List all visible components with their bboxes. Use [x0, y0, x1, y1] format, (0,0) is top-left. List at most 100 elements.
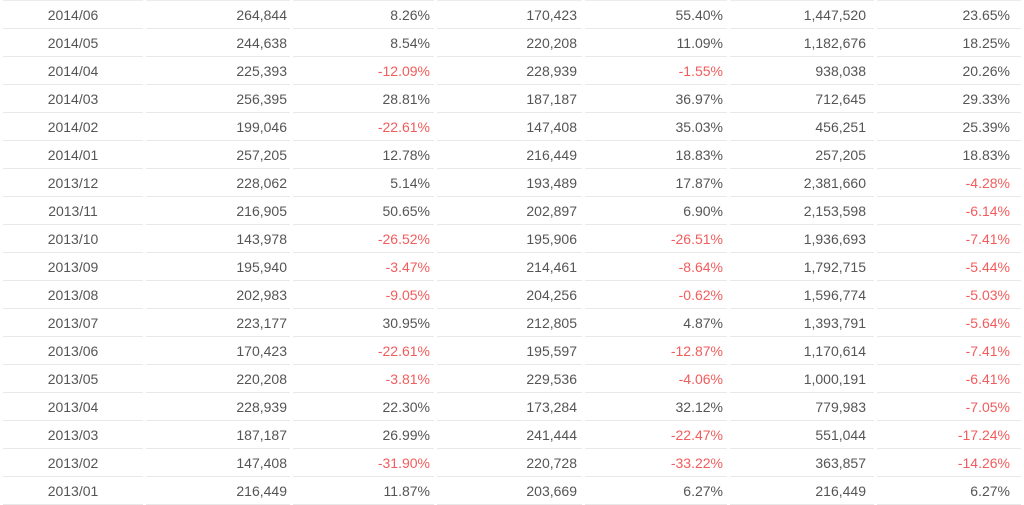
month-cell: 2013/05	[3, 365, 143, 393]
percent-cell: 35.03%	[585, 113, 727, 141]
table-row: 2013/02 147,408 -31.90% 220,728 -33.22% 363,8…	[3, 449, 1021, 477]
month-cell: 2013/02	[3, 449, 143, 477]
table-row: 2014/02 199,046 -22.61% 147,408 35.03% 456,25…	[3, 113, 1021, 141]
percent-cell: 30.95%	[293, 309, 434, 337]
percent-cell: 6.90%	[585, 197, 727, 225]
percent-cell: 32.12%	[585, 393, 727, 421]
table-row: 2013/05 220,208 -3.81% 229,536 -4.06% 1,000,1…	[3, 365, 1021, 393]
value-cell: 228,939	[437, 57, 582, 85]
value-cell: 173,284	[437, 393, 582, 421]
value-cell: 216,905	[146, 197, 290, 225]
value-cell: 199,046	[146, 113, 290, 141]
value-cell: 202,897	[437, 197, 582, 225]
percent-cell: -12.87%	[585, 337, 727, 365]
table-row: 2013/03 187,187 26.99% 241,444 -22.47% 551,04…	[3, 421, 1021, 449]
table-row: 2013/11 216,905 50.65% 202,897 6.90% 2,153,59…	[3, 197, 1021, 225]
percent-cell: 18.83%	[877, 141, 1021, 169]
value-cell: 225,393	[146, 57, 290, 85]
value-cell: 1,447,520	[730, 0, 874, 29]
percent-cell: -12.09%	[293, 57, 434, 85]
percent-cell: -31.90%	[293, 449, 434, 477]
value-cell: 779,983	[730, 393, 874, 421]
percent-cell: 5.14%	[293, 169, 434, 197]
value-cell: 216,449	[146, 477, 290, 505]
percent-cell: -0.62%	[585, 281, 727, 309]
percent-cell: 50.65%	[293, 197, 434, 225]
value-cell: 216,449	[437, 141, 582, 169]
value-cell: 456,251	[730, 113, 874, 141]
month-cell: 2014/04	[3, 57, 143, 85]
value-cell: 1,170,614	[730, 337, 874, 365]
value-cell: 1,393,791	[730, 309, 874, 337]
table-row: 2014/04 225,393 -12.09% 228,939 -1.55% 938,03…	[3, 57, 1021, 85]
percent-cell: 23.65%	[877, 0, 1021, 29]
table-row: 2014/01 257,205 12.78% 216,449 18.83% 257,205…	[3, 141, 1021, 169]
month-cell: 2013/09	[3, 253, 143, 281]
percent-cell: 55.40%	[585, 0, 727, 29]
value-cell: 244,638	[146, 29, 290, 57]
table-row: 2013/01 216,449 11.87% 203,669 6.27% 216,449 6…	[3, 477, 1021, 505]
value-cell: 1,936,693	[730, 225, 874, 253]
value-cell: 195,906	[437, 225, 582, 253]
value-cell: 257,205	[146, 141, 290, 169]
value-cell: 1,182,676	[730, 29, 874, 57]
month-cell: 2014/06	[3, 0, 143, 29]
value-cell: 2,153,598	[730, 197, 874, 225]
month-cell: 2014/01	[3, 141, 143, 169]
value-cell: 229,536	[437, 365, 582, 393]
value-cell: 220,728	[437, 449, 582, 477]
value-cell: 204,256	[437, 281, 582, 309]
percent-cell: 29.33%	[877, 85, 1021, 113]
percent-cell: -26.52%	[293, 225, 434, 253]
percent-cell: 4.87%	[585, 309, 727, 337]
table-row: 2014/03 256,395 28.81% 187,187 36.97% 712,645…	[3, 85, 1021, 113]
percent-cell: -8.64%	[585, 253, 727, 281]
value-cell: 212,805	[437, 309, 582, 337]
percent-cell: -9.05%	[293, 281, 434, 309]
value-cell: 203,669	[437, 477, 582, 505]
percent-cell: -7.41%	[877, 225, 1021, 253]
percent-cell: -14.26%	[877, 449, 1021, 477]
month-cell: 2013/10	[3, 225, 143, 253]
value-cell: 216,449	[730, 477, 874, 505]
value-cell: 214,461	[437, 253, 582, 281]
month-cell: 2013/11	[3, 197, 143, 225]
value-cell: 223,177	[146, 309, 290, 337]
value-cell: 202,983	[146, 281, 290, 309]
percent-cell: -5.44%	[877, 253, 1021, 281]
percent-cell: 36.97%	[585, 85, 727, 113]
percent-cell: 18.25%	[877, 29, 1021, 57]
month-cell: 2013/01	[3, 477, 143, 505]
table-row: 2014/06 264,844 8.26% 170,423 55.40% 1,447,52…	[3, 0, 1021, 29]
percent-cell: 12.78%	[293, 141, 434, 169]
percent-cell: -6.41%	[877, 365, 1021, 393]
table-row: 2013/12 228,062 5.14% 193,489 17.87% 2,381,66…	[3, 169, 1021, 197]
percent-cell: 11.09%	[585, 29, 727, 57]
value-cell: 551,044	[730, 421, 874, 449]
value-cell: 220,208	[146, 365, 290, 393]
table-row: 2014/05 244,638 8.54% 220,208 11.09% 1,182,67…	[3, 29, 1021, 57]
value-cell: 1,596,774	[730, 281, 874, 309]
table-body: 2014/06 264,844 8.26% 170,423 55.40% 1,447,52…	[3, 0, 1021, 505]
month-cell: 2013/04	[3, 393, 143, 421]
value-cell: 195,940	[146, 253, 290, 281]
percent-cell: -5.03%	[877, 281, 1021, 309]
value-cell: 228,939	[146, 393, 290, 421]
percent-cell: 20.26%	[877, 57, 1021, 85]
value-cell: 2,381,660	[730, 169, 874, 197]
percent-cell: 17.87%	[585, 169, 727, 197]
percent-cell: 6.27%	[877, 477, 1021, 505]
value-cell: 220,208	[437, 29, 582, 57]
value-cell: 195,597	[437, 337, 582, 365]
value-cell: 147,408	[146, 449, 290, 477]
value-cell: 170,423	[437, 0, 582, 29]
percent-cell: -4.28%	[877, 169, 1021, 197]
percent-cell: -22.61%	[293, 337, 434, 365]
month-cell: 2014/03	[3, 85, 143, 113]
percent-cell: -1.55%	[585, 57, 727, 85]
value-cell: 193,489	[437, 169, 582, 197]
value-cell: 1,000,191	[730, 365, 874, 393]
percent-cell: -4.06%	[585, 365, 727, 393]
month-cell: 2013/07	[3, 309, 143, 337]
